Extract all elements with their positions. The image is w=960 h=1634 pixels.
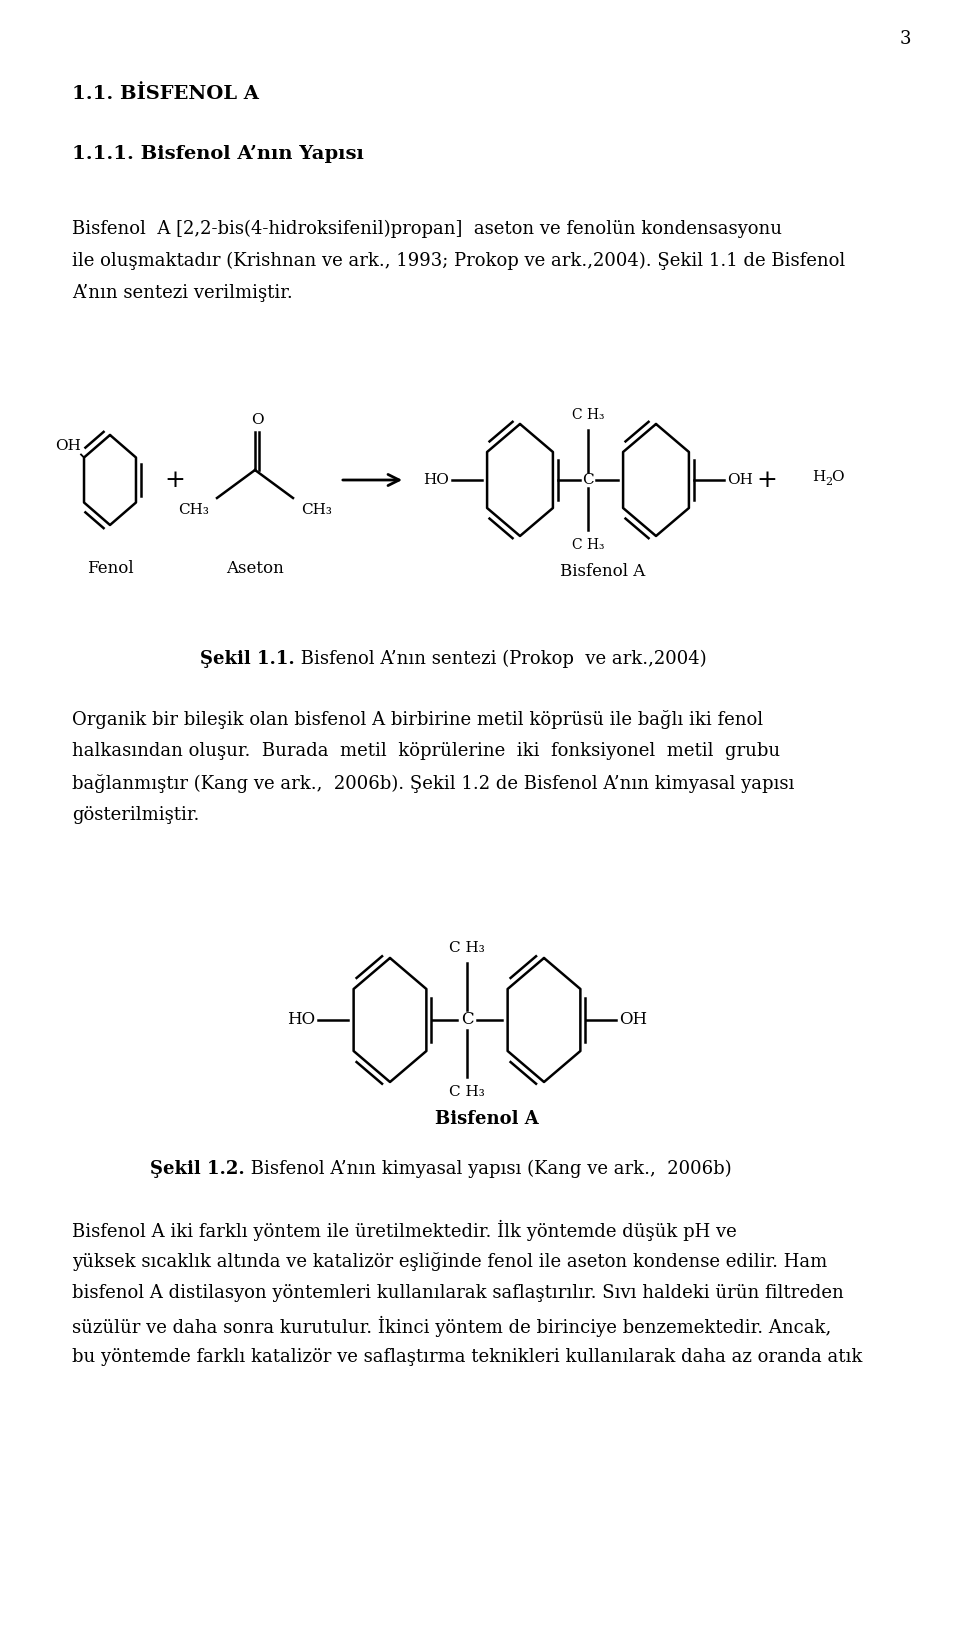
Text: HO: HO [423,472,449,487]
Text: Aseton: Aseton [227,560,284,577]
Text: Bisfenol A: Bisfenol A [435,1109,539,1127]
Text: Bisfenol A iki farklı yöntem ile üretilmektedir. İlk yöntemde düşük pH ve: Bisfenol A iki farklı yöntem ile üretilm… [72,1221,736,1242]
Text: bağlanmıştır (Kang ve ark.,  2006b). Şekil 1.2 de Bisfenol A’nın kimyasal yapısı: bağlanmıştır (Kang ve ark., 2006b). Şeki… [72,775,794,792]
Text: Bisfenol A: Bisfenol A [561,564,646,580]
Text: Bisfenol A’nın sentezi (Prokop  ve ark.,2004): Bisfenol A’nın sentezi (Prokop ve ark.,2… [295,650,707,668]
Text: Fenol: Fenol [86,560,133,577]
Text: gösterilmiştir.: gösterilmiştir. [72,806,200,824]
Text: C: C [582,472,594,487]
Text: OH: OH [55,438,81,453]
Text: +: + [756,469,778,492]
Text: süzülür ve daha sonra kurutulur. İkinci yöntem de birinciye benzemektedir. Ancak: süzülür ve daha sonra kurutulur. İkinci … [72,1315,831,1337]
Text: C: C [461,1011,473,1028]
Text: C H₃: C H₃ [449,1085,485,1100]
Text: +: + [164,469,185,492]
Text: C H₃: C H₃ [449,941,485,954]
Text: Şekil 1.2.: Şekil 1.2. [150,1160,245,1178]
Text: CH₃: CH₃ [179,503,209,516]
Text: 1.1.1. Bisfenol A’nın Yapısı: 1.1.1. Bisfenol A’nın Yapısı [72,145,364,163]
Text: Şekil 1.1.: Şekil 1.1. [200,650,295,668]
Text: C H₃: C H₃ [572,538,604,552]
Text: H: H [812,471,826,484]
Text: HO: HO [287,1011,315,1028]
Text: bisfenol A distilasyon yöntemleri kullanılarak saflaştırılır. Sıvı haldeki ürün : bisfenol A distilasyon yöntemleri kullan… [72,1284,844,1302]
Text: O: O [831,471,844,484]
Text: bu yöntemde farklı katalizör ve saflaştırma teknikleri kullanılarak daha az oran: bu yöntemde farklı katalizör ve saflaştı… [72,1348,862,1366]
Text: yüksek sıcaklık altında ve katalizör eşliğinde fenol ile aseton kondense edilir.: yüksek sıcaklık altında ve katalizör eşl… [72,1252,828,1271]
Text: Bisfenol A’nın kimyasal yapısı (Kang ve ark.,  2006b): Bisfenol A’nın kimyasal yapısı (Kang ve … [245,1160,732,1178]
Text: Bisfenol  A [2,2-bis(4-hidroksifenil)propan]  aseton ve fenolün kondensasyonu: Bisfenol A [2,2-bis(4-hidroksifenil)prop… [72,221,782,239]
Text: OH: OH [727,472,753,487]
Text: C H₃: C H₃ [572,408,604,422]
Text: CH₃: CH₃ [301,503,332,516]
Text: halkasından oluşur.  Burada  metil  köprülerine  iki  fonksiyonel  metil  grubu: halkasından oluşur. Burada metil köprüle… [72,742,780,760]
Text: Organik bir bileşik olan bisfenol A birbirine metil köprüsü ile bağlı iki fenol: Organik bir bileşik olan bisfenol A birb… [72,711,763,729]
Text: OH: OH [619,1011,647,1028]
Text: 3: 3 [900,29,911,47]
Text: A’nın sentezi verilmiştir.: A’nın sentezi verilmiştir. [72,284,293,302]
Text: 1.1. BİSFENOL A: 1.1. BİSFENOL A [72,85,259,103]
Text: 2: 2 [825,477,832,487]
Text: O: O [251,413,263,426]
Text: ile oluşmaktadır (Krishnan ve ark., 1993; Prokop ve ark.,2004). Şekil 1.1 de Bis: ile oluşmaktadır (Krishnan ve ark., 1993… [72,252,845,270]
